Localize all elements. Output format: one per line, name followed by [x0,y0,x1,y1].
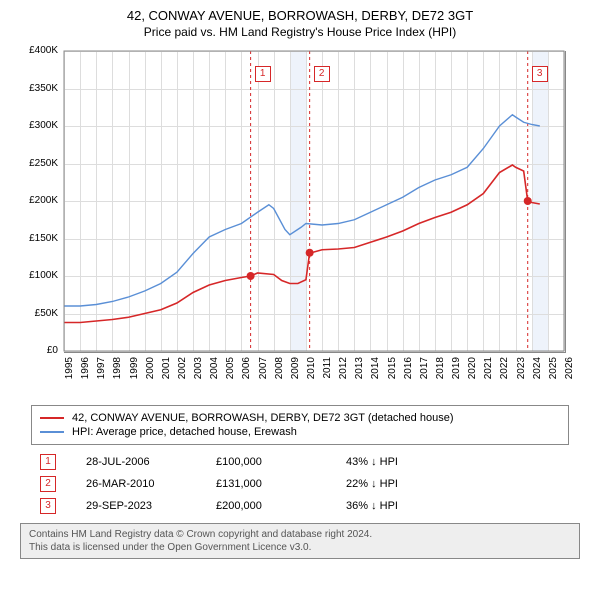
callout-box: 1 [255,66,271,82]
transaction-date: 28-JUL-2006 [86,456,216,468]
footer-line-2: This data is licensed under the Open Gov… [29,541,571,554]
transaction-row: 1 28-JUL-2006£100,00043% ↓ HPI [40,451,560,473]
transaction-row: 3 29-SEP-2023£200,00036% ↓ HPI [40,495,560,517]
transactions-table: 1 28-JUL-2006£100,00043% ↓ HPI 2 26-MAR-201… [40,451,560,517]
transaction-delta: 36% ↓ HPI [346,500,476,512]
callout-box: 3 [532,66,548,82]
transaction-delta: 22% ↓ HPI [346,478,476,490]
transaction-price: £200,000 [216,500,346,512]
series-property [64,165,540,323]
price-point-marker [306,249,314,257]
chart-subtitle: Price paid vs. HM Land Registry's House … [8,25,592,39]
callout-box: 2 [314,66,330,82]
transaction-delta: 43% ↓ HPI [346,456,476,468]
transaction-date: 29-SEP-2023 [86,500,216,512]
transaction-row: 2 26-MAR-2010£131,00022% ↓ HPI [40,473,560,495]
legend-item: 42, CONWAY AVENUE, BORROWASH, DERBY, DE7… [40,412,560,424]
transaction-marker: 2 [40,476,56,492]
legend-swatch [40,431,64,433]
footer-line-1: Contains HM Land Registry data © Crown c… [29,528,571,541]
chart-title: 42, CONWAY AVENUE, BORROWASH, DERBY, DE7… [8,8,592,23]
chart-svg [20,47,580,397]
price-point-marker [247,272,255,280]
transaction-price: £100,000 [216,456,346,468]
legend-swatch [40,417,64,419]
legend-item: HPI: Average price, detached house, Erew… [40,426,560,438]
plot-border [64,51,564,351]
transaction-marker: 3 [40,498,56,514]
series-hpi [64,115,540,306]
legend-label: HPI: Average price, detached house, Erew… [72,426,297,438]
transaction-date: 26-MAR-2010 [86,478,216,490]
legend: 42, CONWAY AVENUE, BORROWASH, DERBY, DE7… [31,405,569,445]
chart-area: £0£50K£100K£150K£200K£250K£300K£350K£400… [20,47,580,397]
transaction-marker: 1 [40,454,56,470]
transaction-price: £131,000 [216,478,346,490]
attribution-footer: Contains HM Land Registry data © Crown c… [20,523,580,559]
legend-label: 42, CONWAY AVENUE, BORROWASH, DERBY, DE7… [72,412,453,424]
price-point-marker [524,197,532,205]
